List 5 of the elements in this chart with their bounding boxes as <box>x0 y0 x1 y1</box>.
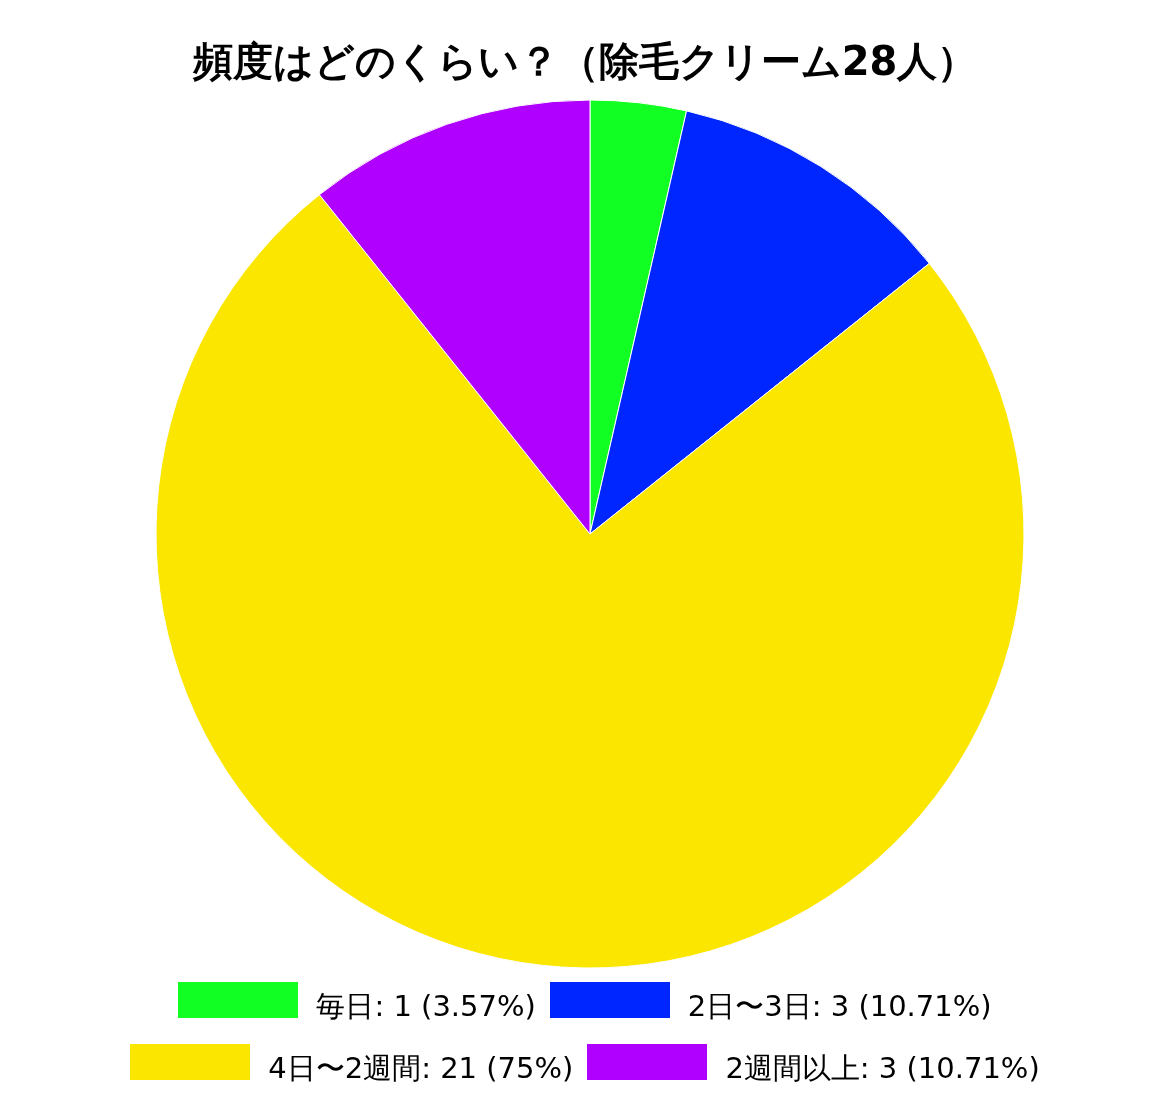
chart-title: 頻度はどのくらい？（除毛クリーム28人） <box>191 37 979 86</box>
legend-label: 4日〜2週間: 21 (75%) <box>268 1050 574 1087</box>
legend-label: 2日〜3日: 3 (10.71%) <box>687 988 992 1025</box>
legend-label: 2週間以上: 3 (10.71%) <box>725 1050 1040 1087</box>
legend-label: 毎日: 1 (3.57%) <box>316 988 536 1025</box>
